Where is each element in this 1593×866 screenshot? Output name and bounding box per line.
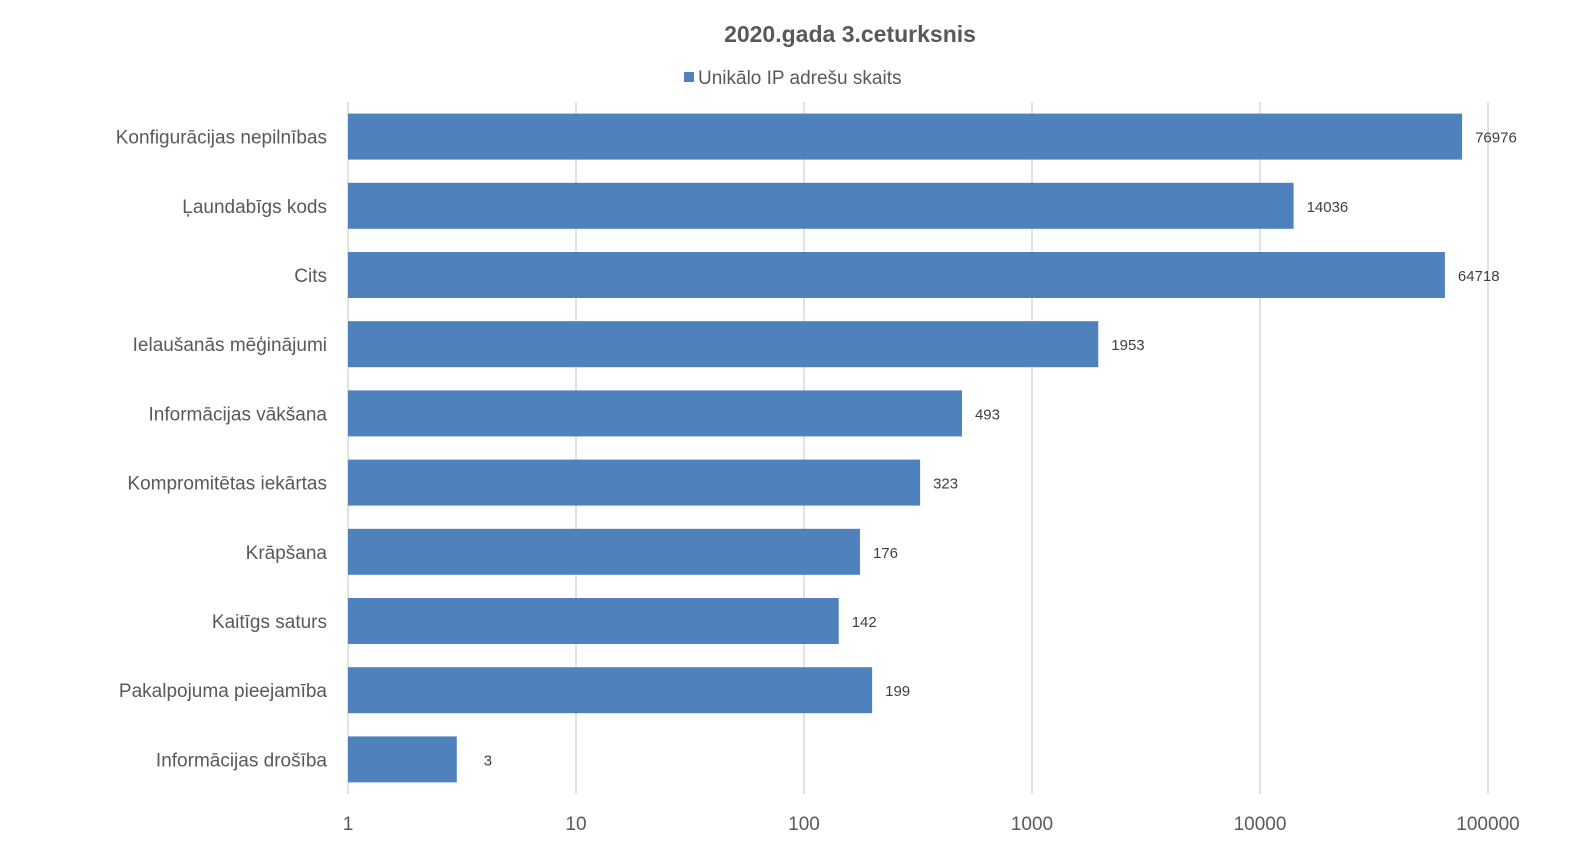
bar	[348, 528, 860, 575]
category-label: Krāpšana	[246, 543, 328, 564]
bar	[348, 390, 962, 437]
data-label: 176	[873, 545, 898, 562]
x-tick-label: 100	[788, 814, 820, 835]
category-label: Kaitīgs saturs	[212, 612, 327, 633]
bar	[348, 113, 1463, 160]
bars	[348, 113, 1463, 783]
legend: Unikālo IP adrešu skaits	[684, 68, 901, 89]
x-axis-ticks: 1 10 100 1000 10000 100000	[343, 814, 1520, 835]
x-tick-label: 100000	[1456, 814, 1519, 835]
category-label: Ļaundabīgs kods	[182, 197, 327, 218]
data-label: 493	[975, 406, 1000, 423]
bar	[348, 182, 1294, 229]
category-label: Informācijas drošība	[156, 750, 328, 771]
x-tick-label: 10	[565, 814, 586, 835]
data-label: 199	[885, 683, 910, 700]
category-label: Cits	[294, 266, 327, 287]
data-label: 1953	[1111, 337, 1144, 354]
category-label: Informācijas vākšana	[149, 404, 328, 425]
bar	[348, 252, 1445, 298]
data-label: 323	[933, 476, 958, 493]
bar	[348, 667, 873, 714]
x-tick-label: 1	[343, 814, 354, 835]
bar	[348, 459, 921, 506]
legend-swatch	[684, 72, 694, 82]
x-tick-label: 1000	[1011, 814, 1053, 835]
legend-label: Unikālo IP adrešu skaits	[698, 68, 901, 89]
category-label: Ielaušanās mēģinājumi	[133, 335, 327, 356]
bar	[348, 321, 1099, 368]
data-label: 76976	[1475, 130, 1517, 147]
data-label: 3	[484, 752, 492, 769]
category-labels: Konfigurācijas nepilnības Ļaundabīgs kods…	[116, 128, 328, 772]
chart-title: 2020.gada 3.ceturksnis	[724, 21, 976, 47]
bar	[348, 736, 457, 783]
data-label: 64718	[1458, 268, 1500, 285]
data-label: 142	[852, 614, 877, 631]
bar	[348, 598, 839, 644]
x-tick-label: 10000	[1234, 814, 1287, 835]
category-label: Kompromitētas iekārtas	[127, 474, 327, 495]
data-labels: 76976 14036 64718 1953 493 323 176 142 199 3	[484, 130, 1517, 770]
category-label: Konfigurācijas nepilnības	[116, 128, 327, 149]
data-label: 14036	[1307, 199, 1349, 216]
category-label: Pakalpojuma pieejamība	[119, 681, 328, 702]
